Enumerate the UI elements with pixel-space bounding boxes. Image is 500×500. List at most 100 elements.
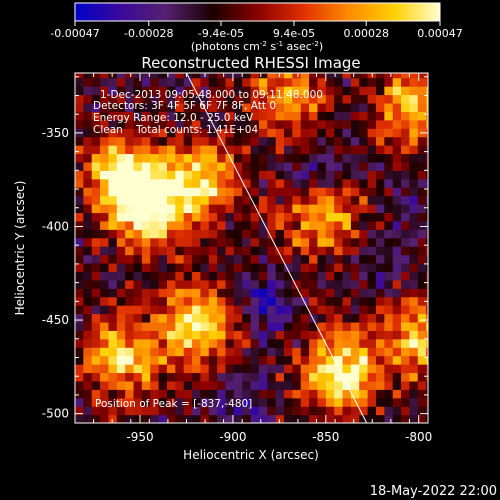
heatmap-cell [359,347,369,357]
heatmap-cell [166,161,176,171]
heatmap-cell [192,220,202,230]
heatmap-cell [392,338,402,348]
heatmap-cell [401,86,411,96]
heatmap-cell [367,380,377,390]
heatmap-cell [426,321,428,331]
heatmap-cell [392,246,402,256]
heatmap-cell [350,313,360,323]
heatmap-cell [217,229,227,239]
heatmap-cell [409,414,419,423]
heatmap-cell [150,305,160,315]
heatmap-cell [350,161,360,171]
heatmap-cell [108,204,118,214]
heatmap-cell [342,86,352,96]
heatmap-cell [384,372,394,382]
heatmap-cell [192,364,202,374]
heatmap-cell [150,153,160,163]
heatmap-cell [91,77,101,87]
heatmap-cell [367,313,377,323]
heatmap-cell [426,161,428,171]
heatmap-cell [342,204,352,214]
heatmap-cell [183,161,193,171]
heatmap-cell [158,170,168,180]
heatmap-cell [426,305,428,315]
heatmap-cell [192,73,202,79]
heatmap-cell [342,246,352,256]
heatmap-cell [150,338,160,348]
heatmap-cell [367,389,377,399]
heatmap-cell [284,153,293,163]
heatmap-cell [125,86,135,96]
heatmap-cell [325,187,335,197]
heatmap-cell [392,305,402,315]
heatmap-cell [150,77,160,87]
heatmap-cell [250,119,260,129]
heatmap-cell [100,204,110,214]
heatmap-cell [426,111,428,121]
heatmap-cell [401,170,411,180]
heatmap-cell [233,406,243,416]
heatmap-cell [116,220,126,230]
heatmap-cell [83,355,93,365]
heatmap-cell [100,321,110,331]
heatmap-cell [401,195,411,205]
heatmap-cell [426,187,428,197]
heatmap-cell [91,397,101,407]
heatmap-cell [175,246,185,256]
heatmap-cell [284,296,293,306]
heatmap-cell [409,94,419,104]
heatmap-cell [242,195,252,205]
heatmap-cell [284,229,293,239]
heatmap-cell [233,338,243,348]
heatmap-cell [100,296,110,306]
heatmap-cell [192,178,202,188]
heatmap-cell [426,195,428,205]
heatmap-cell [359,237,369,247]
heatmap-cell [350,355,360,365]
heatmap-cell [409,380,419,390]
heatmap-cell [367,246,377,256]
heatmap-cell [100,178,110,188]
heatmap-cell [426,389,428,399]
heatmap-cell [342,212,352,222]
heatmap-cell [75,195,84,205]
heatmap-cell [401,355,411,365]
heatmap-cell [125,246,135,256]
heatmap-cell [150,195,160,205]
heatmap-cell [242,204,252,214]
heatmap-cell [317,372,327,382]
heatmap-cell [342,229,352,239]
heatmap-cell [183,246,193,256]
heatmap-cell [258,77,268,87]
heatmap-cell [158,178,168,188]
heatmap-cell [242,406,252,416]
heatmap-cell [100,246,110,256]
heatmap-cell [141,102,151,112]
heatmap-cell [75,102,84,112]
heatmap-cell [150,414,160,423]
heatmap-cell [267,355,277,365]
heatmap-cell [417,380,427,390]
heatmap-cell [275,111,285,121]
heatmap-cell [401,380,411,390]
heatmap-cell [409,305,419,315]
heatmap-cell [392,187,402,197]
heatmap-cell [183,305,193,315]
heatmap-cell [409,338,419,348]
heatmap-cell [166,372,176,382]
heatmap-cell [225,195,235,205]
heatmap-cell [242,119,252,129]
heatmap-cell [217,389,227,399]
heatmap-cell [125,212,135,222]
heatmap-cell [200,187,210,197]
heatmap-cell [125,136,135,146]
heatmap-cell [83,397,93,407]
heatmap-cell [267,73,277,79]
heatmap-cell [300,380,310,390]
heatmap-cell [91,406,101,416]
heatmap-cell [317,237,327,247]
heatmap-cell [359,111,369,121]
heatmap-cell [150,187,160,197]
heatmap-cell [150,246,160,256]
heatmap-cell [258,372,268,382]
